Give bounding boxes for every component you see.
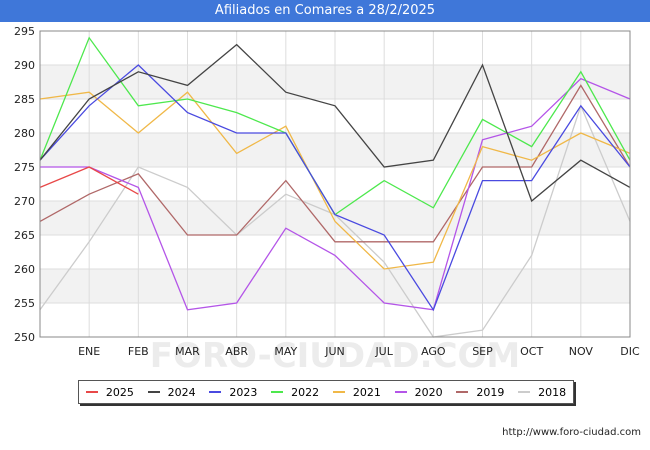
y-tick-label: 265 bbox=[14, 229, 35, 242]
y-tick-label: 255 bbox=[14, 297, 35, 310]
chart-title: Afiliados en Comares a 28/2/2025 bbox=[0, 0, 650, 22]
x-tick-label: NOV bbox=[569, 345, 594, 358]
footer-url: http://www.foro-ciudad.com bbox=[502, 427, 641, 438]
legend-label: 2019 bbox=[476, 385, 505, 399]
legend-swatch bbox=[271, 391, 284, 393]
legend-swatch bbox=[147, 391, 160, 393]
legend-label: 2025 bbox=[105, 385, 134, 399]
x-tick-label: JUL bbox=[374, 345, 393, 358]
x-tick-label: OCT bbox=[520, 345, 543, 358]
x-tick-label: FEB bbox=[128, 345, 149, 358]
y-axis: 250 255 260 265 270 275 280 285 290 295 bbox=[14, 25, 35, 344]
legend-item-2018: 2018 bbox=[518, 386, 566, 399]
series-line-2023 bbox=[39, 64, 631, 312]
x-tick-label: MAR bbox=[175, 345, 200, 358]
x-tick-label: AGO bbox=[421, 345, 446, 358]
legend-swatch bbox=[332, 391, 345, 393]
legend-item-2022: 2022 bbox=[271, 386, 319, 399]
y-tick-label: 290 bbox=[14, 59, 35, 72]
x-tick-label: ABR bbox=[225, 345, 248, 358]
series-line-2021 bbox=[39, 91, 631, 270]
legend-item-2023: 2023 bbox=[209, 386, 257, 399]
legend-label: 2022 bbox=[291, 385, 320, 399]
legend-label: 2023 bbox=[229, 385, 258, 399]
series-lines bbox=[39, 36, 631, 338]
legend-label: 2024 bbox=[167, 385, 196, 399]
y-tick-label: 275 bbox=[14, 161, 35, 174]
x-tick-label: JUN bbox=[324, 345, 345, 358]
legend-swatch bbox=[209, 391, 222, 393]
x-tick-label: DIC bbox=[620, 345, 640, 358]
series-line-2024 bbox=[39, 43, 631, 203]
watermark: FORO-CIUDAD.COM bbox=[150, 336, 521, 376]
legend-swatch bbox=[85, 391, 98, 393]
line-chart: FORO-CIUDAD.COM 250 255 260 265 270 275 280 285… bbox=[14, 25, 640, 376]
series-line-2025 bbox=[39, 166, 139, 195]
x-tick-label: SEP bbox=[472, 345, 493, 358]
y-tick-label: 295 bbox=[14, 25, 35, 38]
y-tick-label: 250 bbox=[14, 331, 35, 344]
legend-item-2025: 2025 bbox=[85, 385, 134, 399]
legend-item-2024: 2024 bbox=[147, 385, 196, 399]
legend: 2025 2024 2023 2022 2021 2020 2019 2018 bbox=[78, 380, 574, 404]
legend-swatch bbox=[394, 391, 407, 393]
y-tick-label: 285 bbox=[14, 93, 35, 106]
x-tick-label: MAY bbox=[274, 345, 297, 358]
y-tick-label: 260 bbox=[14, 263, 35, 276]
legend-label: 2021 bbox=[352, 385, 381, 399]
y-tick-label: 280 bbox=[14, 127, 35, 140]
series-line-2019 bbox=[39, 84, 631, 243]
x-axis: ENE FEB MAR ABR MAY JUN JUL AGO SEP OCT NOV DIC bbox=[78, 345, 640, 358]
legend-item-2019: 2019 bbox=[456, 386, 504, 399]
legend-label: 2020 bbox=[414, 385, 443, 399]
legend-swatch bbox=[456, 391, 469, 393]
legend-label: 2018 bbox=[538, 385, 567, 399]
x-tick-label: ENE bbox=[78, 345, 100, 358]
plot-frame bbox=[39, 30, 631, 338]
y-tick-label: 270 bbox=[14, 195, 35, 208]
legend-item-2020: 2020 bbox=[394, 385, 443, 399]
legend-swatch bbox=[518, 391, 531, 393]
legend-item-2021: 2021 bbox=[332, 385, 381, 399]
series-line-2020 bbox=[40, 77, 631, 311]
